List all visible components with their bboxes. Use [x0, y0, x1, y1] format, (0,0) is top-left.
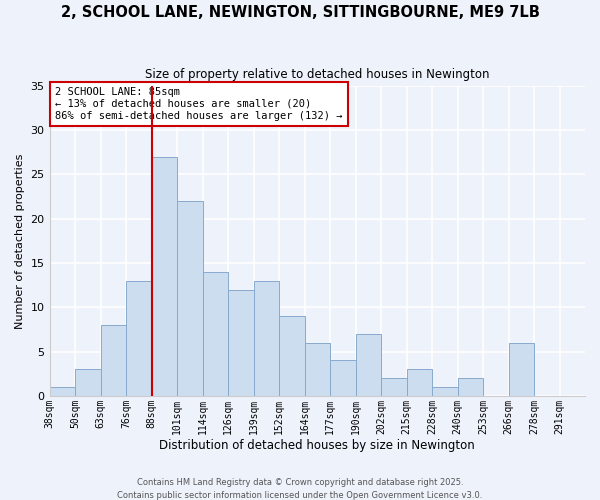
Bar	[203, 272, 228, 396]
Bar	[254, 280, 279, 396]
Bar	[228, 290, 254, 396]
Bar	[126, 280, 152, 396]
Bar	[458, 378, 483, 396]
Text: Contains HM Land Registry data © Crown copyright and database right 2025.
Contai: Contains HM Land Registry data © Crown c…	[118, 478, 482, 500]
Bar	[101, 325, 126, 396]
Bar	[279, 316, 305, 396]
Bar	[407, 370, 432, 396]
Bar	[330, 360, 356, 396]
Text: 2 SCHOOL LANE: 85sqm
← 13% of detached houses are smaller (20)
86% of semi-detac: 2 SCHOOL LANE: 85sqm ← 13% of detached h…	[55, 88, 343, 120]
Text: 2, SCHOOL LANE, NEWINGTON, SITTINGBOURNE, ME9 7LB: 2, SCHOOL LANE, NEWINGTON, SITTINGBOURNE…	[61, 5, 539, 20]
Y-axis label: Number of detached properties: Number of detached properties	[15, 153, 25, 328]
Bar	[177, 201, 203, 396]
Bar	[432, 387, 458, 396]
Bar	[75, 370, 101, 396]
X-axis label: Distribution of detached houses by size in Newington: Distribution of detached houses by size …	[160, 440, 475, 452]
Bar	[381, 378, 407, 396]
Bar	[305, 343, 330, 396]
Bar	[50, 387, 75, 396]
Bar	[509, 343, 534, 396]
Bar	[356, 334, 381, 396]
Title: Size of property relative to detached houses in Newington: Size of property relative to detached ho…	[145, 68, 490, 80]
Bar	[152, 156, 177, 396]
